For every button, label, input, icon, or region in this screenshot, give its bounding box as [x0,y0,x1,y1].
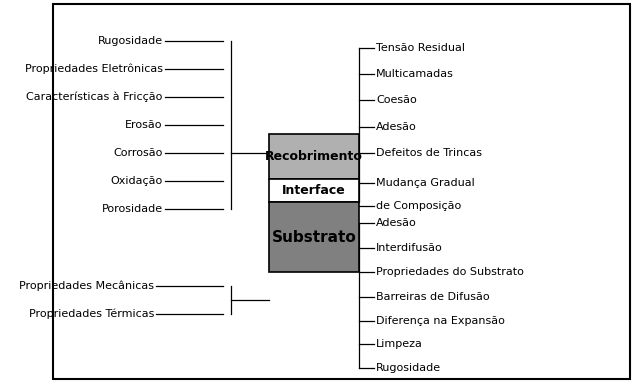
Text: Adesão: Adesão [376,218,417,228]
Text: Interdifusão: Interdifusão [376,242,443,252]
Text: Oxidação: Oxidação [110,176,163,186]
Text: Tensão Residual: Tensão Residual [376,43,465,53]
Text: Defeitos de Trincas: Defeitos de Trincas [376,148,482,158]
Text: Rugosidade: Rugosidade [376,363,441,373]
Text: Diferença na Expansão: Diferença na Expansão [376,316,505,326]
Text: Propriedades do Substrato: Propriedades do Substrato [376,267,524,277]
Text: Multicamadas: Multicamadas [376,69,454,79]
Text: Porosidade: Porosidade [101,204,163,214]
Text: Rugosidade: Rugosidade [98,36,163,46]
Text: Características à Fricção: Características à Fricção [27,92,163,102]
Text: Interface: Interface [282,184,346,197]
Text: Recobrimento: Recobrimento [265,150,363,163]
Text: de Composição: de Composição [376,201,462,211]
FancyBboxPatch shape [269,179,359,202]
Text: Barreiras de Difusão: Barreiras de Difusão [376,291,489,301]
Text: Propriedades Mecânicas: Propriedades Mecânicas [19,281,154,291]
Text: Limpeza: Limpeza [376,339,423,349]
Text: Propriedades Eletrônicas: Propriedades Eletrônicas [25,64,163,74]
FancyBboxPatch shape [269,134,359,179]
Text: Coesão: Coesão [376,95,417,105]
FancyBboxPatch shape [269,202,359,272]
Text: Propriedades Térmicas: Propriedades Térmicas [29,309,154,319]
Text: Adesão: Adesão [376,122,417,132]
Text: Mudança Gradual: Mudança Gradual [376,178,475,188]
Text: Corrosão: Corrosão [113,148,163,158]
Text: Substrato: Substrato [272,229,356,244]
Text: Erosão: Erosão [126,120,163,130]
